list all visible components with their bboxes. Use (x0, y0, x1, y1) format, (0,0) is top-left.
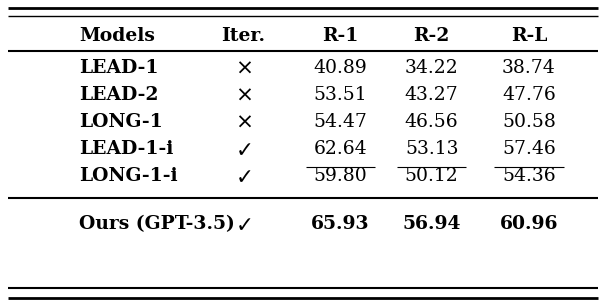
Text: Iter.: Iter. (221, 27, 265, 45)
Text: $\times$: $\times$ (235, 58, 252, 78)
Text: 54.36: 54.36 (502, 167, 556, 185)
Text: LEAD-1-i: LEAD-1-i (79, 140, 173, 158)
Text: 34.22: 34.22 (405, 59, 458, 77)
Text: R-1: R-1 (322, 27, 359, 45)
Text: Ours (GPT-3.5): Ours (GPT-3.5) (79, 215, 235, 233)
Text: LONG-1: LONG-1 (79, 113, 163, 131)
Text: 59.80: 59.80 (314, 167, 367, 185)
Text: LEAD-1: LEAD-1 (79, 59, 159, 77)
Text: R-L: R-L (511, 27, 547, 45)
Text: 56.94: 56.94 (402, 215, 461, 233)
Text: 47.76: 47.76 (502, 86, 556, 104)
Text: 57.46: 57.46 (502, 140, 556, 158)
Text: $\checkmark$: $\checkmark$ (235, 139, 251, 159)
Text: 53.51: 53.51 (314, 86, 367, 104)
Text: $\times$: $\times$ (235, 112, 252, 132)
Text: 43.27: 43.27 (405, 86, 458, 104)
Text: $\times$: $\times$ (235, 85, 252, 105)
Text: 65.93: 65.93 (311, 215, 370, 233)
Text: 54.47: 54.47 (314, 113, 367, 131)
Text: LEAD-2: LEAD-2 (79, 86, 159, 104)
Text: 62.64: 62.64 (314, 140, 367, 158)
Text: LONG-1-i: LONG-1-i (79, 167, 178, 185)
Text: $\checkmark$: $\checkmark$ (235, 214, 251, 234)
Text: 40.89: 40.89 (314, 59, 367, 77)
Text: 60.96: 60.96 (500, 215, 558, 233)
Text: R-2: R-2 (413, 27, 450, 45)
Text: 50.12: 50.12 (405, 167, 458, 185)
Text: Models: Models (79, 27, 155, 45)
Text: $\checkmark$: $\checkmark$ (235, 166, 251, 186)
Text: 38.74: 38.74 (502, 59, 556, 77)
Text: 46.56: 46.56 (405, 113, 458, 131)
Text: 53.13: 53.13 (405, 140, 458, 158)
Text: 50.58: 50.58 (502, 113, 556, 131)
